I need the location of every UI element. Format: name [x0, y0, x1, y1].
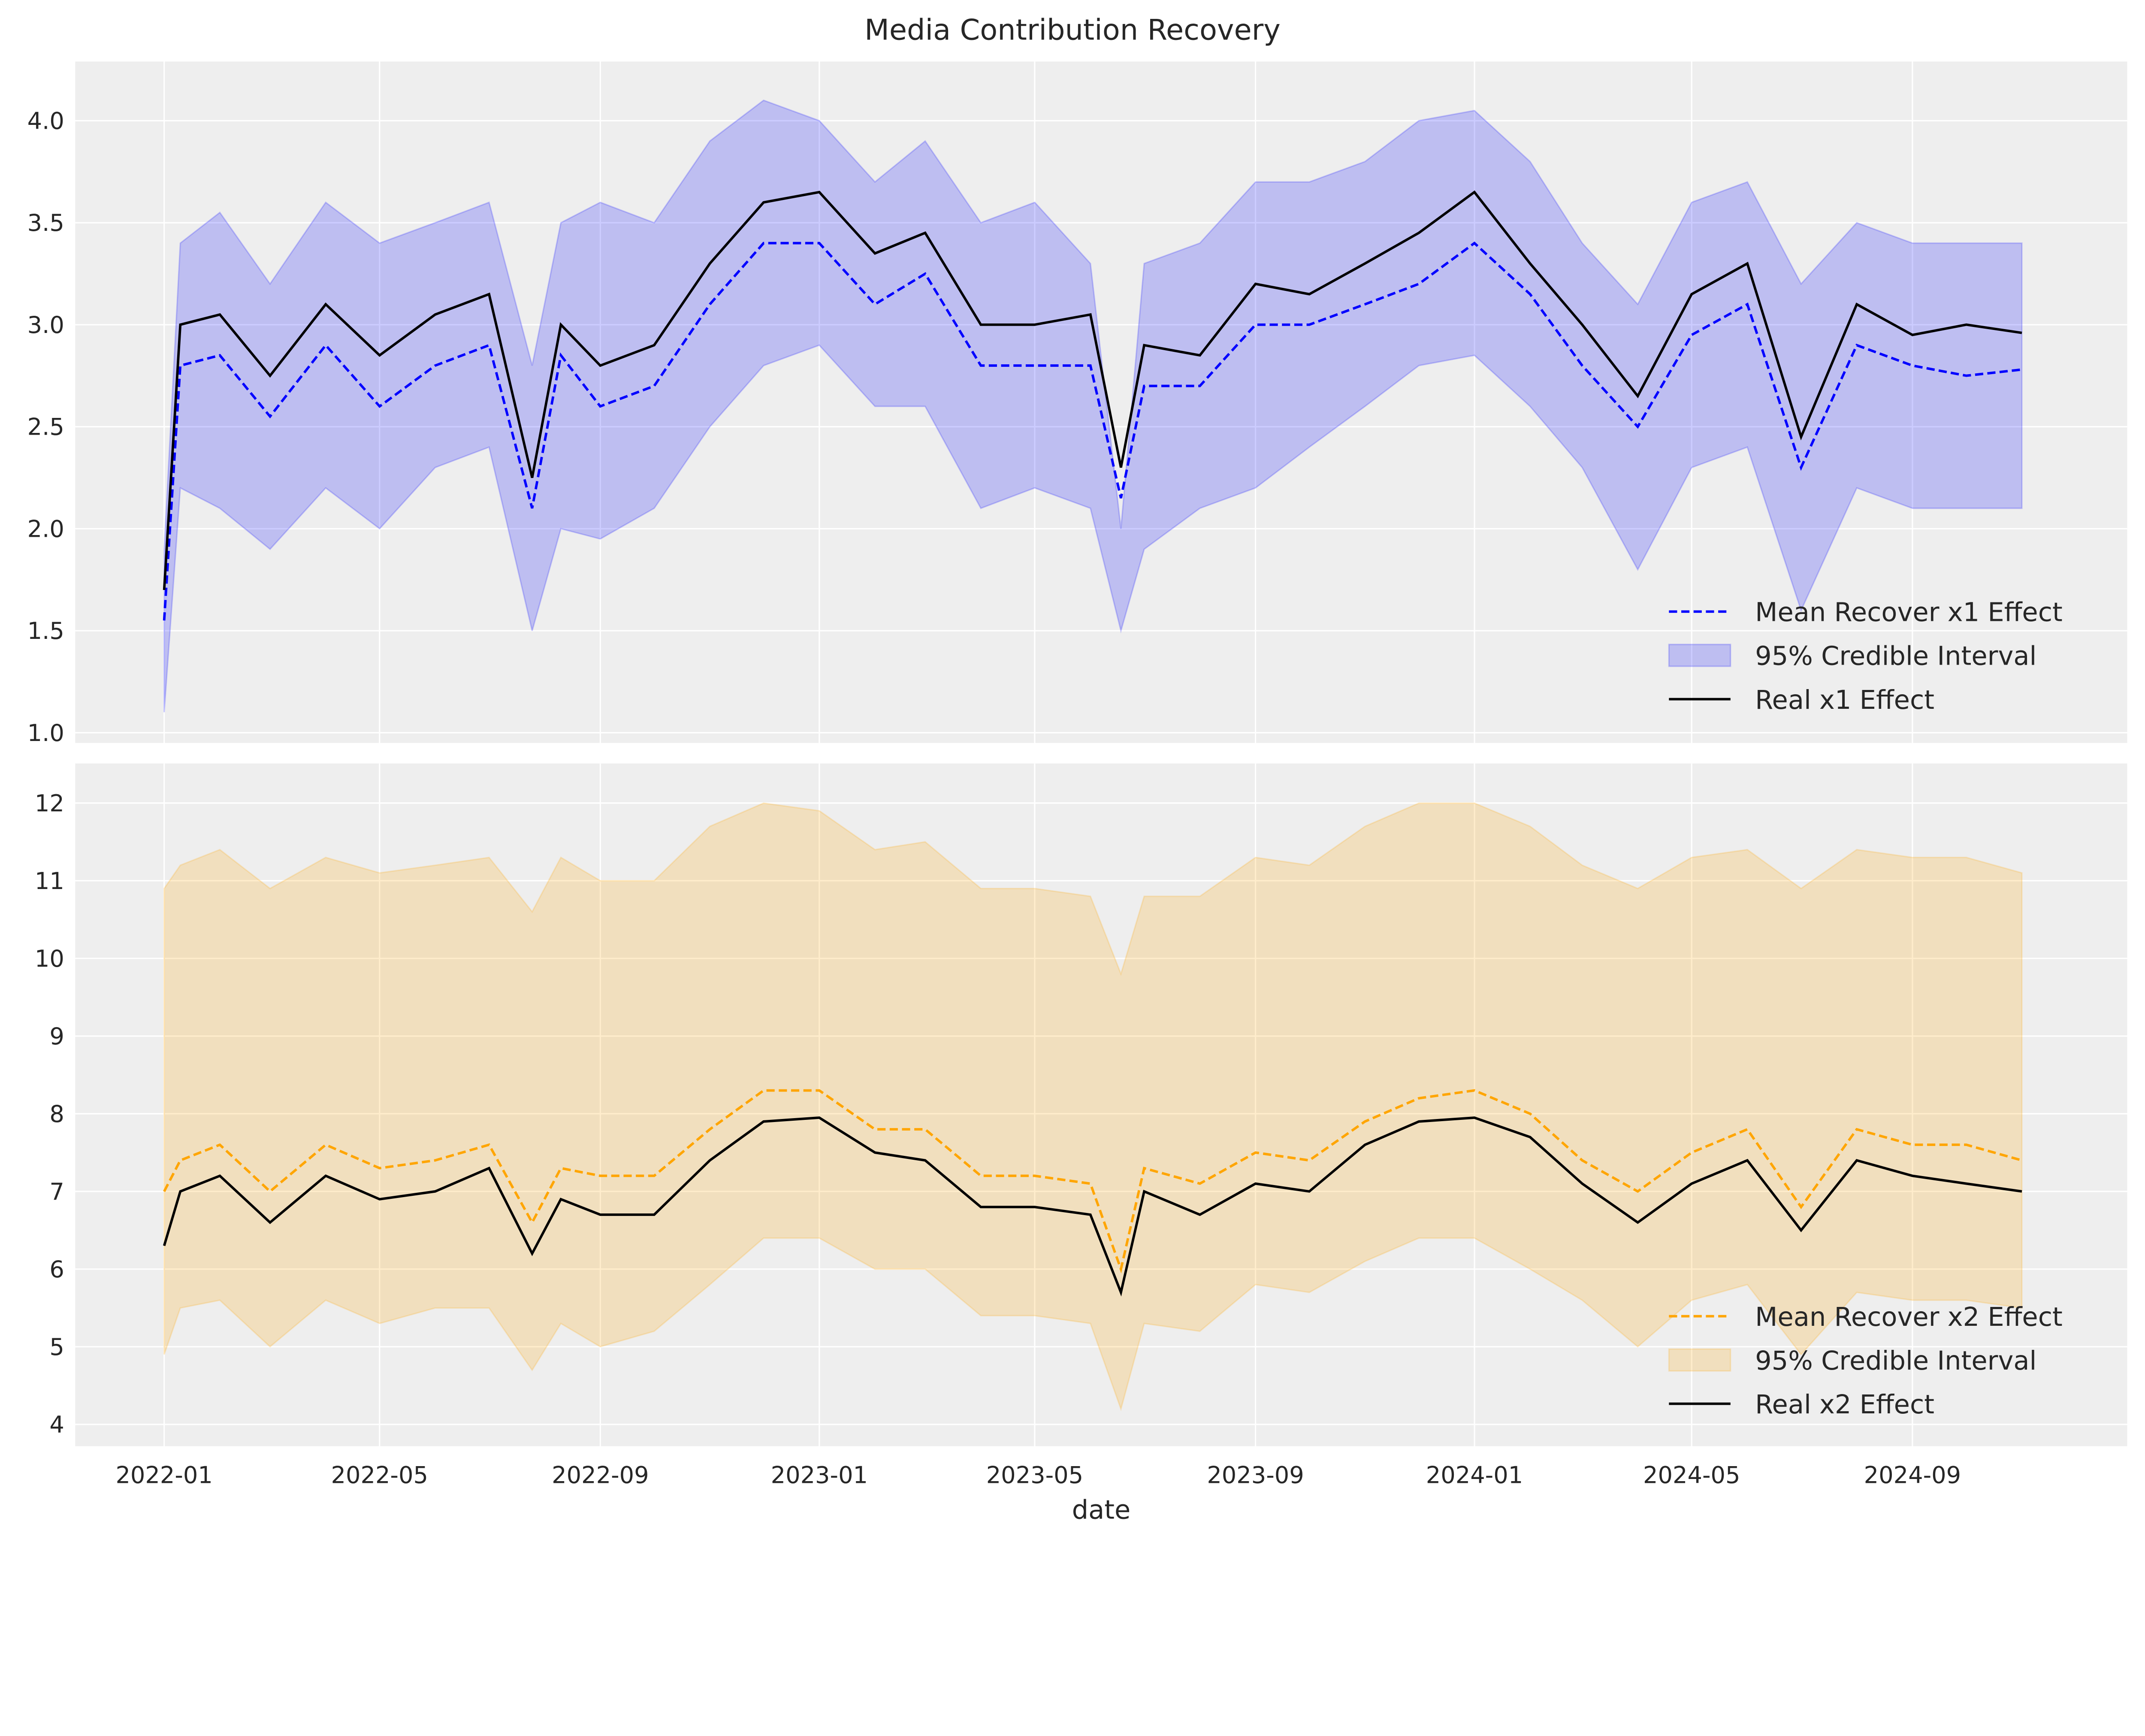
legend-label: 95% Credible Interval [1755, 641, 2036, 671]
y-tick-label: 3.5 [27, 209, 64, 236]
figure: Media Contribution Recovery 1.0 1.5 2.0 2.5… [27, 13, 2127, 1525]
legend-label: Mean Recover x1 Effect [1755, 598, 2063, 628]
x-tick-label: 2024-01 [1426, 1462, 1523, 1489]
y-tick-label: 6 [49, 1256, 64, 1283]
real-effect-line [163, 190, 2022, 590]
y-tick-label: 3.0 [27, 312, 64, 339]
x-tick-label: 2023-01 [771, 1462, 868, 1489]
real-effect-line [163, 1116, 2022, 1297]
plot-area [75, 763, 2127, 1446]
y-tick-label: 4 [49, 1411, 64, 1438]
x-tick-label: 2022-05 [331, 1462, 428, 1489]
x-tick-label: 2022-01 [115, 1462, 212, 1489]
y-tick-label: 1.5 [27, 617, 64, 644]
mean-effect-line [163, 1089, 2022, 1274]
x-tick-label: 2023-05 [986, 1462, 1083, 1489]
x-tick-label: 2024-05 [1643, 1462, 1740, 1489]
y-tick-label: 11 [35, 868, 64, 895]
y-tick-label: 12 [35, 790, 64, 817]
x-tick-label: 2024-09 [1864, 1462, 1961, 1489]
y-tick-label: 4.0 [27, 108, 64, 135]
x-axis-label: date [1072, 1495, 1131, 1525]
y-tick-label: 2.0 [27, 515, 64, 542]
mean-effect-line [163, 241, 2022, 621]
legend-label: 95% Credible Interval [1755, 1346, 2036, 1376]
credible-interval-band [163, 99, 2023, 713]
y-tick-label: 1.0 [27, 720, 64, 747]
y-tick-label: 8 [49, 1101, 64, 1128]
y-tick-label: 5 [49, 1334, 64, 1361]
legend-label: Real x2 Effect [1755, 1390, 1934, 1420]
legend-label: Mean Recover x2 Effect [1755, 1302, 2063, 1332]
y-tick-label: 9 [49, 1023, 64, 1050]
y-tick-label: 2.5 [27, 414, 64, 441]
x-tick-label: 2023-09 [1207, 1462, 1304, 1489]
y-tick-label: 7 [49, 1178, 64, 1205]
legend-swatch-band [1668, 644, 1731, 667]
y-tick-label: 10 [35, 945, 64, 972]
top-panel-x1: 1.0 1.5 2.0 2.5 3.0 3.5 4.0 Mean Recover x1 Eff… [27, 61, 2127, 747]
plot-area [75, 61, 2127, 743]
legend-swatch-band [1668, 1348, 1731, 1372]
credible-interval-band [163, 802, 2023, 1412]
legend-label: Real x1 Effect [1755, 685, 1934, 715]
bottom-panel-x2: 4 5 6 7 8 9 10 11 12 2022-01 2022-05 2022-09 2023-01… [35, 763, 2127, 1489]
chart-title: Media Contribution Recovery [864, 13, 1281, 46]
x-tick-label: 2022-09 [552, 1462, 649, 1489]
